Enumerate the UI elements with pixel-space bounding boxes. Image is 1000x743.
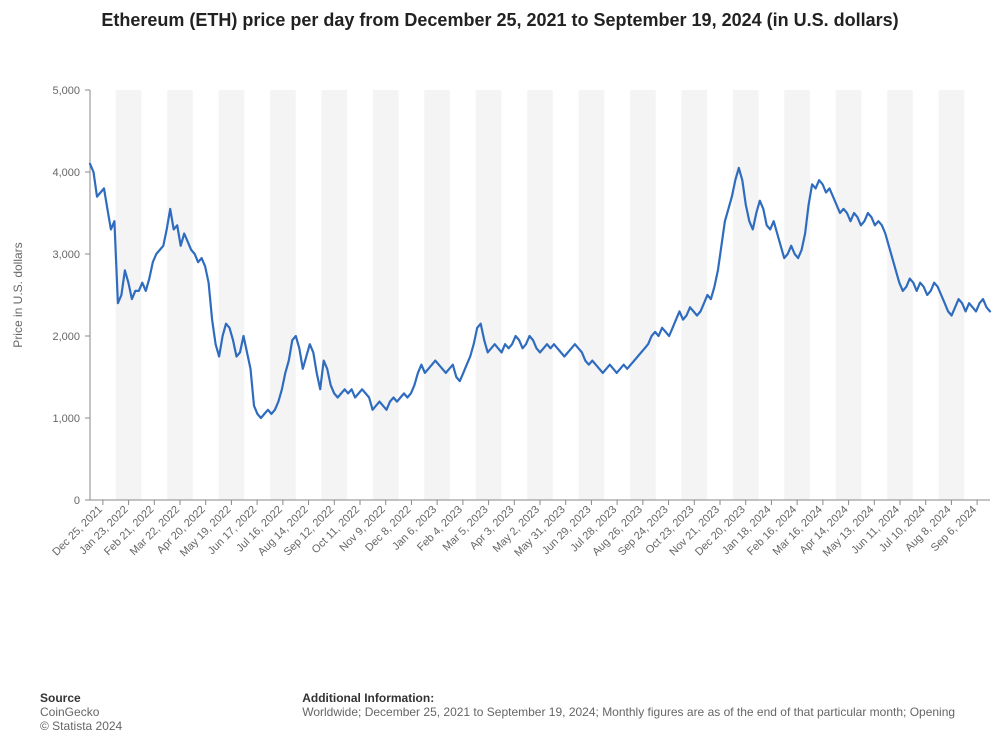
footer-source-line: CoinGecko: [40, 705, 122, 719]
line-chart-svg: 0 1,000 2,000 3,000 4,000 5,000 Price in U.S. …: [0, 70, 1000, 630]
footer: Source CoinGecko © Statista 2024 Additio…: [40, 691, 1000, 733]
svg-text:4,000: 4,000: [52, 167, 80, 179]
svg-text:Price in U.S. dollars: Price in U.S. dollars: [11, 242, 25, 347]
svg-text:2,000: 2,000: [52, 331, 80, 343]
svg-text:0: 0: [74, 495, 80, 507]
chart-area: 0 1,000 2,000 3,000 4,000 5,000 Price in U.S. …: [0, 70, 1000, 630]
footer-info-line: Worldwide; December 25, 2021 to Septembe…: [302, 705, 955, 719]
svg-text:3,000: 3,000: [52, 249, 80, 261]
footer-info-head: Additional Information:: [302, 691, 955, 705]
footer-source-block: Source CoinGecko © Statista 2024: [40, 691, 122, 733]
footer-copyright: © Statista 2024: [40, 719, 122, 733]
chart-title: Ethereum (ETH) price per day from Decemb…: [40, 10, 960, 31]
svg-text:5,000: 5,000: [52, 85, 80, 97]
footer-info-block: Additional Information: Worldwide; Decem…: [302, 691, 955, 733]
footer-source-head: Source: [40, 691, 122, 705]
svg-text:1,000: 1,000: [52, 413, 80, 425]
